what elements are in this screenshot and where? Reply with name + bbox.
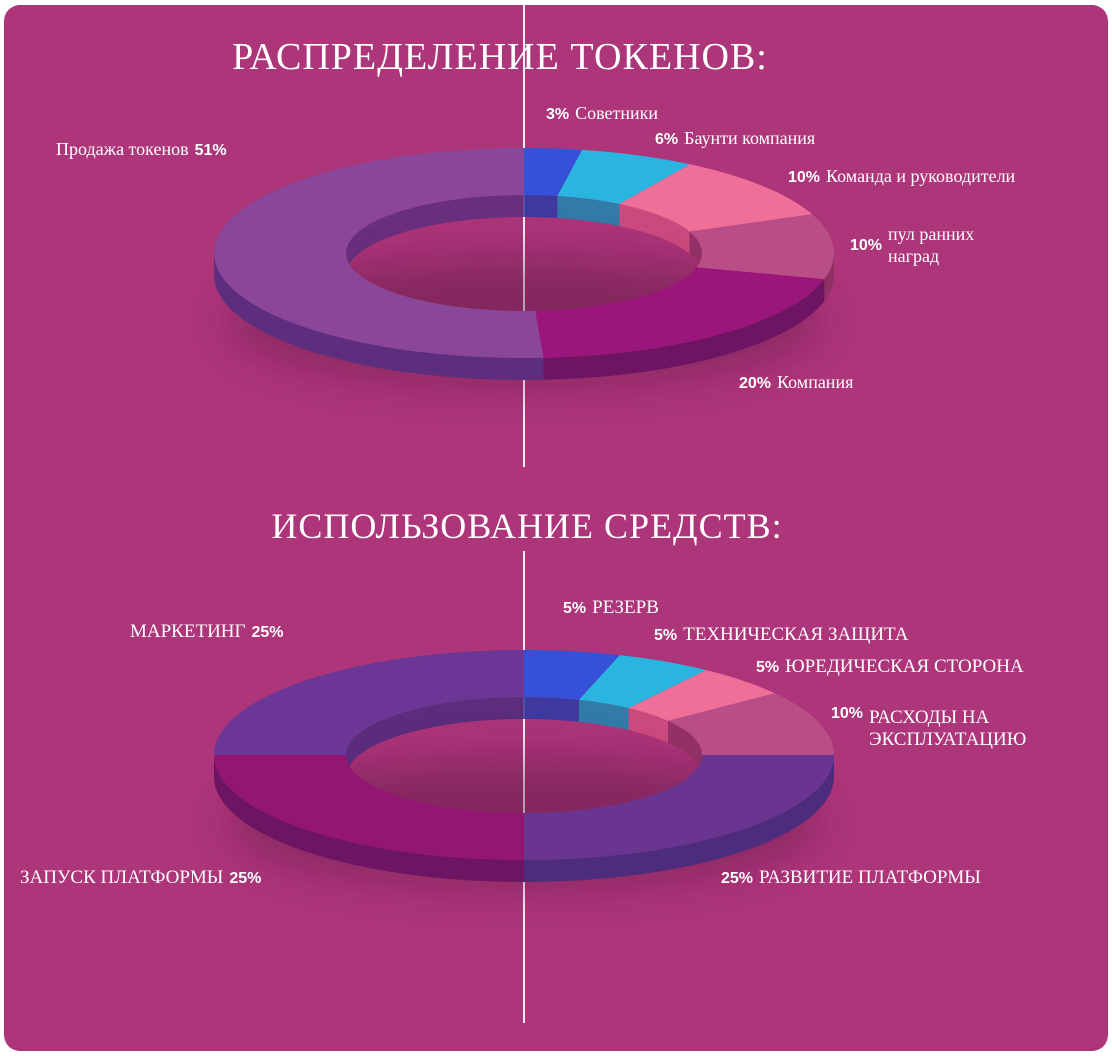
- slice-top-face-4: [668, 693, 834, 755]
- infographic-card: РАСПРЕДЕЛЕНИЕ ТОКЕНОВ: ИСПОЛЬЗОВАНИЕ СРЕ…: [4, 5, 1108, 1051]
- slice-label: МАРКЕТИНГ 25%: [130, 620, 290, 644]
- slice-side-wall: [543, 279, 825, 380]
- donut-side-walls: [214, 195, 834, 380]
- center-divider-line: [523, 5, 525, 467]
- slice-top-face-3: [628, 670, 775, 721]
- slice-label: 5% ТЕХНИЧЕСКАЯ ЗАЩИТА: [648, 623, 908, 647]
- slice-inner-wall: [346, 195, 524, 275]
- slice-side-wall: [524, 755, 834, 882]
- slice-top-face-1: [524, 148, 583, 196]
- slice-percent: 6%: [655, 131, 679, 148]
- slice-top-face-2: [579, 655, 707, 709]
- slice-name: МАРКЕТИНГ: [130, 621, 246, 642]
- funds-usage-donut: [214, 650, 834, 885]
- slice-percent: 20%: [739, 375, 772, 392]
- slice-percent: 5%: [563, 600, 587, 617]
- slice-name: РЕЗЕРВ: [592, 597, 659, 618]
- slice-name: пул ранних наград: [888, 224, 975, 266]
- donut-top-faces: [214, 650, 834, 860]
- slice-label: 3% Советники: [540, 102, 658, 126]
- slice-name: Советники: [575, 103, 659, 123]
- slice-label: Продажа токенов 51%: [56, 138, 233, 162]
- donut-side-walls: [214, 697, 834, 882]
- slice-inner-wall: [668, 720, 702, 777]
- slice-name: РАСХОДЫ НА ЭКСПЛУАТАЦИЮ: [869, 707, 1027, 750]
- slice-side-wall: [824, 253, 834, 302]
- slice-top-face-4: [689, 214, 834, 280]
- slice-label: 10% РАСХОДЫ НА ЭКСПЛУАТАЦИЮ: [825, 701, 1079, 750]
- slice-inner-wall: [628, 708, 668, 743]
- slice-name: ЗАПУСК ПЛАТФОРМЫ: [20, 867, 224, 888]
- slice-label: 5% ЮРЕДИЧЕСКАЯ СТОРОНА: [750, 655, 1024, 679]
- slice-inner-wall: [619, 204, 690, 254]
- slice-percent: 5%: [756, 659, 780, 676]
- donut-top-faces: [214, 148, 834, 358]
- slice-label: 5% РЕЗЕРВ: [557, 596, 659, 620]
- funds-usage-title: ИСПОЛЬЗОВАНИЕ СРЕДСТВ:: [271, 506, 783, 546]
- slice-percent: 10%: [831, 705, 864, 722]
- slice-percent: 5%: [654, 627, 678, 644]
- slice-top-face-6: [214, 755, 524, 860]
- slice-name: Баунти компания: [684, 128, 816, 148]
- slice-inner-wall: [524, 195, 558, 218]
- slice-top-face-3: [619, 164, 813, 232]
- slice-name: Продажа токенов: [56, 139, 189, 159]
- slice-percent: 10%: [850, 237, 883, 254]
- token-distribution-title: РАСПРЕДЕЛЕНИЕ ТОКЕНОВ:: [232, 36, 768, 78]
- slice-percent: 25%: [721, 870, 754, 887]
- slice-name: Команда и руководители: [826, 166, 1016, 186]
- slice-top-face-5: [524, 755, 834, 860]
- slice-label: 20% Компания: [733, 371, 853, 395]
- slice-name: РАЗВИТИЕ ПЛАТФОРМЫ: [759, 867, 981, 888]
- slice-top-face-6: [214, 148, 544, 358]
- slice-label: 10% пул ранних наград: [844, 223, 1008, 267]
- slice-inner-wall: [346, 697, 524, 777]
- slice-top-face-5: [535, 267, 825, 358]
- slice-side-wall: [214, 755, 524, 882]
- slice-label: 6% Баунти компания: [649, 127, 815, 151]
- slice-side-wall: [214, 253, 544, 380]
- slice-top-face-7: [214, 650, 524, 755]
- slice-label: 10% Команда и руководители: [782, 165, 1015, 189]
- slice-percent: 25%: [251, 624, 284, 641]
- slice-label: 25% РАЗВИТИЕ ПЛАТФОРМЫ: [715, 866, 981, 890]
- slice-percent: 51%: [194, 142, 227, 159]
- slice-label: ЗАПУСК ПЛАТФОРМЫ 25%: [20, 866, 267, 890]
- slice-top-face-2: [557, 149, 691, 204]
- slice-name: ТЕХНИЧЕСКАЯ ЗАЩИТА: [683, 624, 909, 645]
- slice-top-face-1: [524, 650, 620, 700]
- slice-inner-wall: [524, 697, 579, 722]
- slice-inner-wall: [579, 699, 629, 731]
- slice-percent: 10%: [788, 169, 821, 186]
- slice-inner-wall: [557, 196, 620, 226]
- token-distribution-donut: [214, 148, 834, 383]
- slice-percent: 25%: [229, 870, 262, 887]
- slice-name: ЮРЕДИЧЕСКАЯ СТОРОНА: [785, 656, 1024, 677]
- slice-percent: 3%: [546, 106, 570, 123]
- slice-name: Компания: [777, 372, 854, 392]
